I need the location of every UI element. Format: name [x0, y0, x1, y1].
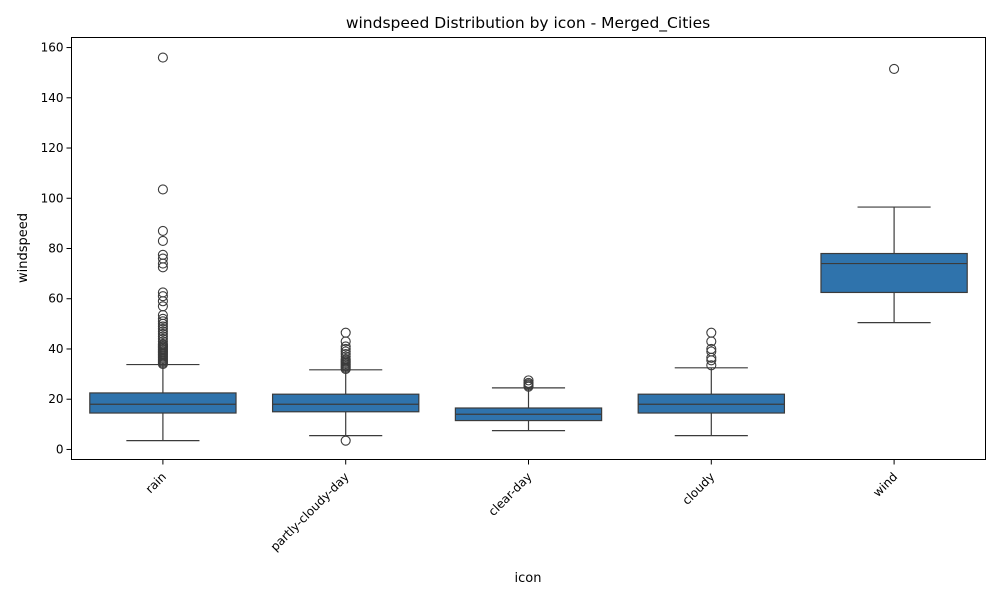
outlier-point — [157, 316, 168, 327]
outlier-point — [340, 351, 351, 362]
box-group — [89, 52, 237, 442]
box-group — [454, 375, 603, 432]
outlier-point — [706, 327, 717, 338]
x-tick-label: rain — [143, 470, 169, 496]
outlier-point — [340, 353, 351, 365]
outlier-point — [157, 313, 168, 324]
x-axis: rain partly-cloudy-day clear-day cloudy wind — [143, 459, 900, 554]
iqr-box — [637, 393, 786, 414]
iqr-box — [820, 252, 968, 294]
box-group — [820, 63, 968, 324]
outlier-point — [157, 253, 168, 264]
iqr-box — [89, 392, 237, 414]
plot-frame — [71, 37, 986, 460]
outlier-point — [157, 235, 168, 247]
outlier-point — [157, 249, 168, 260]
outlier-point — [157, 52, 168, 63]
outlier-point — [889, 63, 900, 74]
outlier-point — [157, 225, 168, 236]
outlier-point — [340, 343, 351, 355]
y-tick-label: 40 — [48, 342, 63, 356]
outlier-point — [340, 348, 351, 360]
outlier-point — [340, 327, 351, 338]
outlier-point — [157, 333, 168, 344]
outlier-point — [157, 291, 168, 302]
y-tick-label: 120 — [41, 141, 64, 155]
x-tick-label: cloudy — [680, 470, 718, 508]
outlier-point — [523, 375, 534, 386]
outlier-point — [523, 377, 534, 388]
y-tick-label: 160 — [41, 41, 64, 55]
x-tick-label: wind — [870, 470, 900, 500]
chart-title: windspeed Distribution by icon - Merged_… — [346, 14, 710, 33]
outlier-point — [157, 323, 168, 334]
box-group — [271, 327, 420, 446]
box-group — [637, 327, 786, 437]
outlier-point — [706, 360, 717, 371]
outlier-point — [157, 301, 168, 312]
outlier-point — [157, 328, 168, 339]
outlier-point — [706, 343, 717, 355]
y-tick-label: 80 — [48, 242, 63, 256]
outlier-point — [157, 184, 168, 195]
y-tick-label: 20 — [48, 392, 63, 406]
iqr-box — [271, 393, 420, 413]
outlier-point — [157, 287, 168, 298]
plot-area — [89, 52, 968, 446]
x-axis-label: icon — [515, 571, 542, 586]
outlier-point — [340, 346, 351, 357]
outlier-point — [706, 346, 717, 357]
outlier-point — [157, 336, 168, 347]
y-tick-label: 60 — [48, 292, 63, 306]
outlier-point — [340, 341, 351, 352]
outlier-point — [157, 331, 168, 342]
y-axis-label: windspeed — [16, 213, 31, 283]
y-tick-label: 0 — [56, 442, 64, 456]
x-tick-label: clear-day — [486, 470, 535, 519]
outlier-point — [157, 338, 168, 350]
y-axis: 0 20 40 60 80 100 120 140 160 — [41, 41, 72, 456]
outlier-point — [340, 435, 351, 446]
outlier-point — [157, 321, 168, 332]
x-tick-label: partly-cloudy-day — [268, 470, 352, 554]
outlier-point — [157, 326, 168, 337]
y-tick-label: 100 — [41, 191, 64, 205]
y-tick-label: 140 — [41, 91, 64, 105]
